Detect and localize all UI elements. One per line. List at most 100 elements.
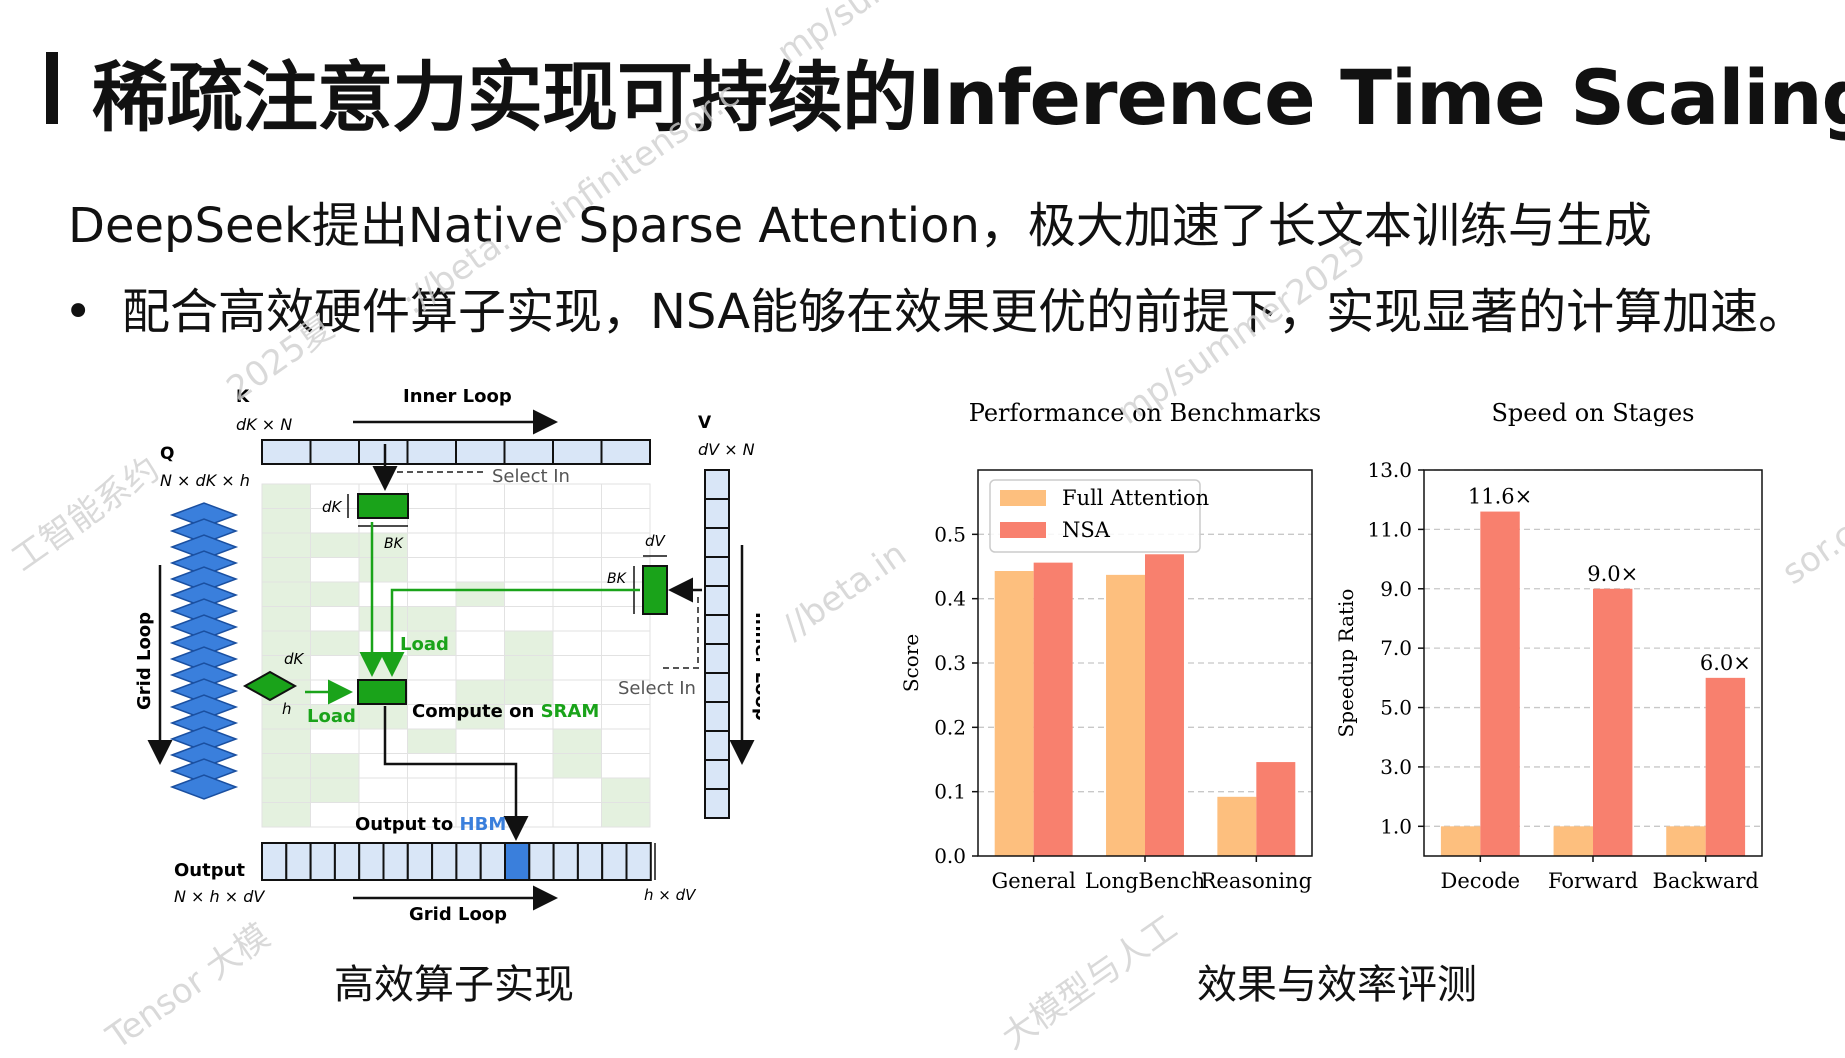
- grid-cell: [504, 704, 554, 730]
- grid-cell: [261, 532, 311, 558]
- grid-cell: [601, 581, 651, 607]
- grid-cell: [358, 532, 408, 558]
- k-cell: [503, 439, 554, 465]
- grid-cell: [601, 753, 651, 779]
- y-tick-label: 0.5: [934, 522, 966, 546]
- bar-longbench-series-2: [1145, 554, 1184, 856]
- output-cell: [261, 842, 288, 881]
- chart-2: 11.6× 9.0× 6.0× 1.0 3.0 5.0 7.0 9.0 11.0 13.0 Deco…: [1334, 399, 1763, 893]
- output-cell: [358, 842, 385, 881]
- grid-cell: [601, 483, 651, 509]
- grid-cell: [552, 728, 602, 754]
- bar-forward-series-2: [1593, 588, 1633, 856]
- select-in-top-label: Select In: [492, 466, 570, 487]
- grid-cell: [261, 802, 311, 828]
- legend-entry: NSA: [1062, 518, 1111, 542]
- bar-backward-series-1: [1666, 826, 1706, 856]
- output-cell: [309, 842, 336, 881]
- data-label: 9.0×: [1587, 562, 1638, 586]
- k-dims: dK × N: [236, 415, 292, 434]
- grid-cell: [601, 777, 651, 803]
- data-label: 6.0×: [1700, 651, 1751, 675]
- dk-label: dK: [322, 498, 343, 516]
- bar-general-series-1: [994, 571, 1034, 856]
- x-tick-label: Backward: [1652, 869, 1758, 893]
- grid-cell: [407, 532, 457, 558]
- chart-1: 0.0 0.1 0.2 0.3 0.4 0.5 General LongBenchReason…: [899, 399, 1321, 893]
- grid-cell: [601, 606, 651, 632]
- k-cell: [406, 439, 457, 465]
- chart-title: Speed on Stages: [1491, 399, 1694, 427]
- grid-cell: [310, 630, 360, 656]
- v-cell: [704, 759, 730, 790]
- grid-cell: [504, 679, 554, 705]
- grid-cell: [261, 606, 311, 632]
- grid-cell: [601, 532, 651, 558]
- grid-cell: [601, 508, 651, 534]
- q-label: Q: [160, 444, 174, 464]
- y-tick-label: 0.2: [934, 715, 966, 739]
- v-block: [642, 565, 668, 615]
- output-dims-right: h × dV: [644, 886, 697, 904]
- grid-loop-side-label: Grid Loop: [134, 612, 155, 710]
- y-axis-label: Score: [899, 634, 923, 692]
- grid-cell: [601, 704, 651, 730]
- grid-cell: [261, 483, 311, 509]
- grid-cell: [407, 630, 457, 656]
- v-cell: [704, 788, 730, 819]
- x-tick-label: Decode: [1441, 869, 1521, 893]
- grid-cell: [310, 728, 360, 754]
- output-matrix: [261, 842, 652, 881]
- grid-cell: [455, 606, 505, 632]
- grid-cell: [407, 557, 457, 583]
- y-tick-label: 0.0: [934, 844, 966, 868]
- bullet-marker: •: [64, 284, 93, 340]
- bk-label: BK: [384, 536, 405, 552]
- grid-cell: [310, 532, 360, 558]
- grid-cell: [407, 728, 457, 754]
- output-cell: [333, 842, 361, 881]
- sram-label: SRAM: [541, 701, 600, 722]
- k-cell: [455, 439, 506, 465]
- y-tick-label: 3.0: [1380, 755, 1412, 779]
- y-tick-label: 5.0: [1380, 696, 1412, 720]
- q-matrix: [169, 502, 239, 800]
- legend-swatch: [1000, 490, 1046, 506]
- y-tick-label: 7.0: [1380, 636, 1412, 660]
- k-cell: [600, 439, 651, 465]
- select-in-right-label: Select In: [618, 678, 696, 699]
- dk-q-label: dK: [284, 650, 305, 668]
- grid-cell: [407, 777, 457, 803]
- output-cell: [528, 842, 555, 881]
- bullet-text: 配合高效硬件算子实现，NSA能够在效果更优的前提下，实现显著的计算加速。: [122, 284, 1807, 340]
- grid-cell: [601, 557, 651, 583]
- y-axis-label: Speedup Ratio: [1334, 589, 1358, 738]
- output-cell: [431, 842, 458, 881]
- evaluation-charts: 0.0 0.1 0.2 0.3 0.4 0.5 General LongBenchReason…: [899, 399, 1763, 893]
- bar-decode-series-2: [1480, 511, 1520, 856]
- legend-entry: Full Attention: [1062, 486, 1209, 510]
- grid-cell: [552, 532, 602, 558]
- grid-cell: [407, 581, 457, 607]
- grid-cell: [358, 630, 408, 656]
- slide-subtitle: DeepSeek提出Native Sparse Attention，极大加速了长…: [68, 198, 1652, 254]
- output-cell: [285, 842, 312, 881]
- grid-cell: [310, 557, 360, 583]
- grid-cell: [310, 704, 360, 730]
- grid-cell: [310, 777, 360, 803]
- grid-cell: [455, 655, 505, 681]
- y-tick-label: 9.0: [1380, 577, 1412, 601]
- bar-decode-series-1: [1440, 826, 1481, 856]
- x-tick-label: General: [991, 869, 1076, 893]
- y-tick-label: 0.4: [934, 587, 966, 611]
- grid-cell: [601, 655, 651, 681]
- slide-title: 稀疏注意力实现可持续的Inference Time Scaling: [92, 53, 1845, 142]
- v-cell: [704, 498, 730, 529]
- bar-reasoning-series-2: [1256, 762, 1296, 856]
- v-dims: dV × N: [698, 440, 755, 459]
- grid-cell: [358, 606, 408, 632]
- grid-cell: [358, 557, 408, 583]
- grid-cell: [504, 728, 554, 754]
- right-caption: 效果与效率评测: [1197, 962, 1477, 1008]
- title-accent-bar: [46, 52, 58, 124]
